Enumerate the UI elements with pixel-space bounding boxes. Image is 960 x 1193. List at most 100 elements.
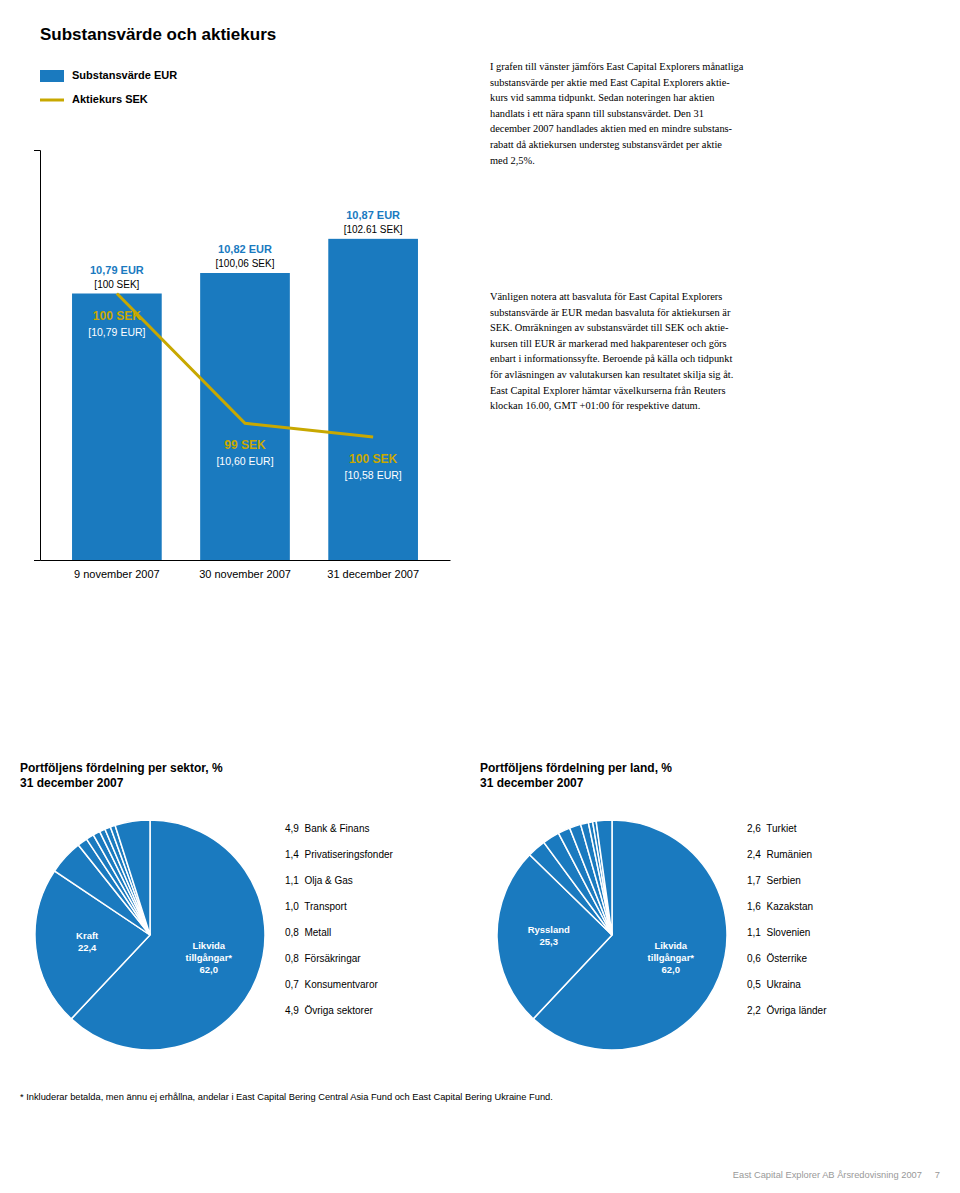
footnote: * Inkluderar betalda, men ännu ej erhåll… bbox=[20, 1092, 553, 1102]
text-line: Vänligen notera att basvaluta för East C… bbox=[490, 291, 722, 302]
bar bbox=[72, 294, 162, 561]
text-line: Portföljens fördelning per sektor, % bbox=[20, 761, 223, 775]
slice-list: 4,9 Bank & Finans 1,4 Privatiseringsfonde… bbox=[285, 823, 394, 1016]
annotation: [100,06 SEK] bbox=[216, 258, 275, 269]
text-line: 62,0 bbox=[200, 964, 219, 975]
slice bbox=[596, 820, 612, 935]
annotation: [102.61 SEK] bbox=[344, 224, 403, 235]
text-line: Likvida bbox=[654, 940, 687, 951]
annotation: 100 SEK bbox=[93, 309, 141, 323]
text-line: kurs vid samma tidpunkt. Sedan noteringe… bbox=[490, 92, 715, 103]
slice-list-item: 4,9 Bank & Finans bbox=[285, 823, 370, 834]
data-label: 10,87 EUR bbox=[346, 209, 400, 221]
slice bbox=[115, 820, 150, 935]
legend-label: Aktiekurs SEK bbox=[72, 93, 148, 105]
text-line: enbart i informationssyfte. Beroende på … bbox=[490, 353, 732, 364]
slice-list-item: 1,4 Privatiseringsfonder bbox=[285, 849, 394, 860]
slice-list-item: 0,7 Konsumentvaror bbox=[285, 979, 378, 990]
text-line: East Capital Explorer hämtar växelkurser… bbox=[490, 385, 725, 396]
line bbox=[117, 294, 373, 438]
data-label: [10,79 EUR] bbox=[88, 326, 145, 338]
text-line: 25,3 bbox=[540, 936, 559, 947]
text-line: 22,4 bbox=[78, 942, 97, 953]
x-tick-label: 31 december 2007 bbox=[327, 568, 419, 580]
paragraph: I grafen till vänster jämförs East Capit… bbox=[490, 61, 744, 166]
legend: Substansvärde EUR Aktiekurs SEK bbox=[40, 69, 177, 105]
chart-title: Portföljens fördelning per sektor, %31 d… bbox=[20, 761, 223, 790]
slice-list-item: 0,5 Ukraina bbox=[747, 979, 801, 990]
text-line: 31 december 2007 bbox=[20, 776, 124, 790]
slice-list: 2,6 Turkiet 2,4 Rumänien 1,7 Serbien 1,6 Ka… bbox=[747, 823, 827, 1016]
slice-label: Ryssland25,3 bbox=[528, 924, 570, 947]
x-tick-label: 9 november 2007 bbox=[74, 568, 160, 580]
slice-list-item: 4,9 Övriga sektorer bbox=[285, 1005, 373, 1016]
text-line: Portföljens fördelning per land, % bbox=[480, 761, 672, 775]
chart-title: Portföljens fördelning per land, %31 dec… bbox=[480, 761, 672, 790]
text-line: klockan 16.00, GMT +01:00 för respektive… bbox=[490, 400, 700, 411]
annotation: 100 SEK bbox=[349, 452, 397, 466]
text-line: december 2007 handlades aktien med en mi… bbox=[490, 123, 733, 134]
text-line: med 2,5%. bbox=[490, 155, 535, 166]
x-tick: 31 december 2007 bbox=[327, 568, 419, 580]
text-line: 31 december 2007 bbox=[480, 776, 584, 790]
bar bbox=[328, 239, 418, 560]
legend-swatch bbox=[40, 99, 64, 102]
text-line: SEK. Omräkningen av substansvärdet till … bbox=[490, 322, 729, 333]
slice-list-item: 1,6 Kazakstan bbox=[747, 901, 813, 912]
paragraph: Vänligen notera att basvaluta för East C… bbox=[490, 291, 733, 411]
text-line: tillgångar* bbox=[648, 952, 695, 963]
annotation: [100 SEK] bbox=[94, 279, 139, 290]
text-line: rabatt då aktiekursen understeg substans… bbox=[490, 139, 722, 150]
text-line: I grafen till vänster jämförs East Capit… bbox=[490, 61, 744, 72]
x-tick: 9 november 2007 bbox=[74, 568, 160, 580]
text-line: Kraft bbox=[76, 930, 99, 941]
text-line: för avläsningen av valutakursen kan resu… bbox=[490, 369, 733, 380]
x-axis: 9 november 2007 30 november 2007 31 decemb… bbox=[41, 561, 451, 580]
slice-labels: Likvidatillgångar*62,0 Ryssland25,3 bbox=[528, 924, 695, 975]
slice-list-item: 0,8 Metall bbox=[285, 927, 331, 938]
slice-labels: Likvidatillgångar*62,0 Kraft22,4 bbox=[76, 930, 232, 975]
data-label: 10,82 EUR bbox=[218, 243, 272, 255]
slice-list-item: 2,4 Rumänien bbox=[747, 849, 812, 860]
page: Substansvärde och aktiekurs Substansvärde… bbox=[0, 0, 960, 1193]
slice-list-item: 1,1 Olja & Gas bbox=[285, 875, 353, 886]
slices bbox=[497, 820, 727, 1050]
slice-list-item: 1,1 Slovenien bbox=[747, 927, 810, 938]
y-axis-line bbox=[34, 151, 41, 561]
legend-swatch bbox=[40, 70, 64, 82]
text-line: kursen till EUR är markerad med hakparen… bbox=[490, 338, 727, 349]
legend-label: Substansvärde EUR bbox=[72, 69, 177, 81]
y-axis bbox=[34, 151, 41, 561]
text-line: Likvida bbox=[192, 940, 225, 951]
data-labels: 10,79 EUR [100 SEK] 10,82 EUR [100,06 SEK] 1… bbox=[88, 209, 403, 481]
annotation: 99 SEK bbox=[224, 438, 266, 452]
slices bbox=[35, 820, 265, 1050]
chart-title: Substansvärde och aktiekurs bbox=[40, 25, 276, 44]
slice-label: Kraft22,4 bbox=[76, 930, 99, 953]
slice-list-item: 2,6 Turkiet bbox=[747, 823, 797, 834]
paragraphs: I grafen till vänster jämförs East Capit… bbox=[490, 61, 744, 411]
bar bbox=[200, 273, 290, 560]
slice-list-item: 1,7 Serbien bbox=[747, 875, 801, 886]
slice-label: Likvidatillgångar*62,0 bbox=[648, 940, 695, 975]
data-label: 10,79 EUR bbox=[90, 264, 144, 276]
text-line: 62,0 bbox=[662, 964, 681, 975]
combo-chart: Substansvärde och aktiekurs Substansvärde… bbox=[34, 25, 451, 580]
text-line: tillgångar* bbox=[186, 952, 233, 963]
text-line: substansvärde per aktie med East Capital… bbox=[490, 77, 730, 88]
footer: East Capital Explorer AB Årsredovisning … bbox=[733, 1170, 940, 1180]
slice-list-item: 1,0 Transport bbox=[285, 901, 347, 912]
text-line: handlats i ett nära spann till substansv… bbox=[490, 108, 704, 119]
slice-list-item: 2,2 Övriga länder bbox=[747, 1005, 827, 1016]
x-tick: 30 november 2007 bbox=[199, 568, 291, 580]
text-line: substansvärde är EUR medan basvaluta för… bbox=[490, 307, 731, 318]
pie-chart: Portföljens fördelning per land, %31 dec… bbox=[480, 761, 827, 1050]
data-label: [10,58 EUR] bbox=[345, 469, 402, 481]
slice-label: Likvidatillgångar*62,0 bbox=[186, 940, 233, 975]
slice-list-item: 0,6 Österrike bbox=[747, 953, 807, 964]
slice-list-item: 0,8 Försäkringar bbox=[285, 953, 361, 964]
marks bbox=[72, 239, 418, 560]
pie-chart: Portföljens fördelning per sektor, %31 d… bbox=[20, 761, 394, 1050]
x-axis-line bbox=[41, 560, 451, 561]
data-label: [10,60 EUR] bbox=[216, 455, 273, 467]
